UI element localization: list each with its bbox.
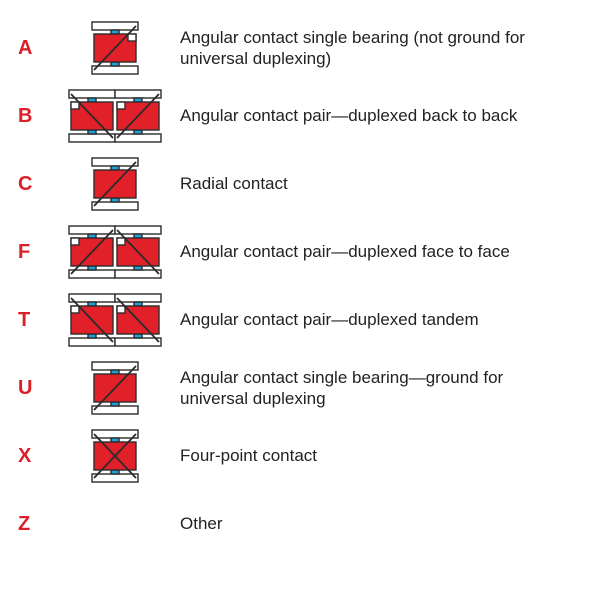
legend-code: F (18, 241, 50, 264)
legend-row-t: T Angular contact pair—duplexed tandem (18, 292, 582, 348)
bearing-icon-c (50, 156, 180, 212)
legend-description: Angular contact pair—duplexed back to ba… (180, 105, 582, 126)
legend-code: X (18, 445, 50, 468)
legend-row-c: C Radial contact (18, 156, 582, 212)
bearing-icon-x (50, 428, 180, 484)
legend-description: Angular contact pair—duplexed face to fa… (180, 241, 582, 262)
legend-description: Angular contact single bearing (not grou… (180, 27, 582, 70)
bearing-icon-b (50, 88, 180, 144)
legend-row-a: A Angular contact single bearing (not gro… (18, 20, 582, 76)
legend-description: Radial contact (180, 173, 582, 194)
legend-code: A (18, 37, 50, 60)
legend-row-u: U Angular contact single bearing—ground f… (18, 360, 582, 416)
legend-row-z: Z Other (18, 496, 582, 552)
legend-code: T (18, 309, 50, 332)
legend-description: Angular contact single bearing—ground fo… (180, 367, 582, 410)
bearing-icon-f (50, 224, 180, 280)
legend-row-x: X Four-point contact (18, 428, 582, 484)
legend-row-b: B Angular contact pair—duplexed back to b… (18, 88, 582, 144)
bearing-icon-a (50, 20, 180, 76)
legend-row-f: F Angular contact pair—duplexed face to f… (18, 224, 582, 280)
legend-code: B (18, 105, 50, 128)
bearing-icon-t (50, 292, 180, 348)
bearing-icon-u (50, 360, 180, 416)
legend-code: C (18, 173, 50, 196)
legend-description: Angular contact pair—duplexed tandem (180, 309, 582, 330)
legend-description: Other (180, 513, 582, 534)
legend-description: Four-point contact (180, 445, 582, 466)
legend-code: Z (18, 513, 50, 536)
legend-code: U (18, 377, 50, 400)
